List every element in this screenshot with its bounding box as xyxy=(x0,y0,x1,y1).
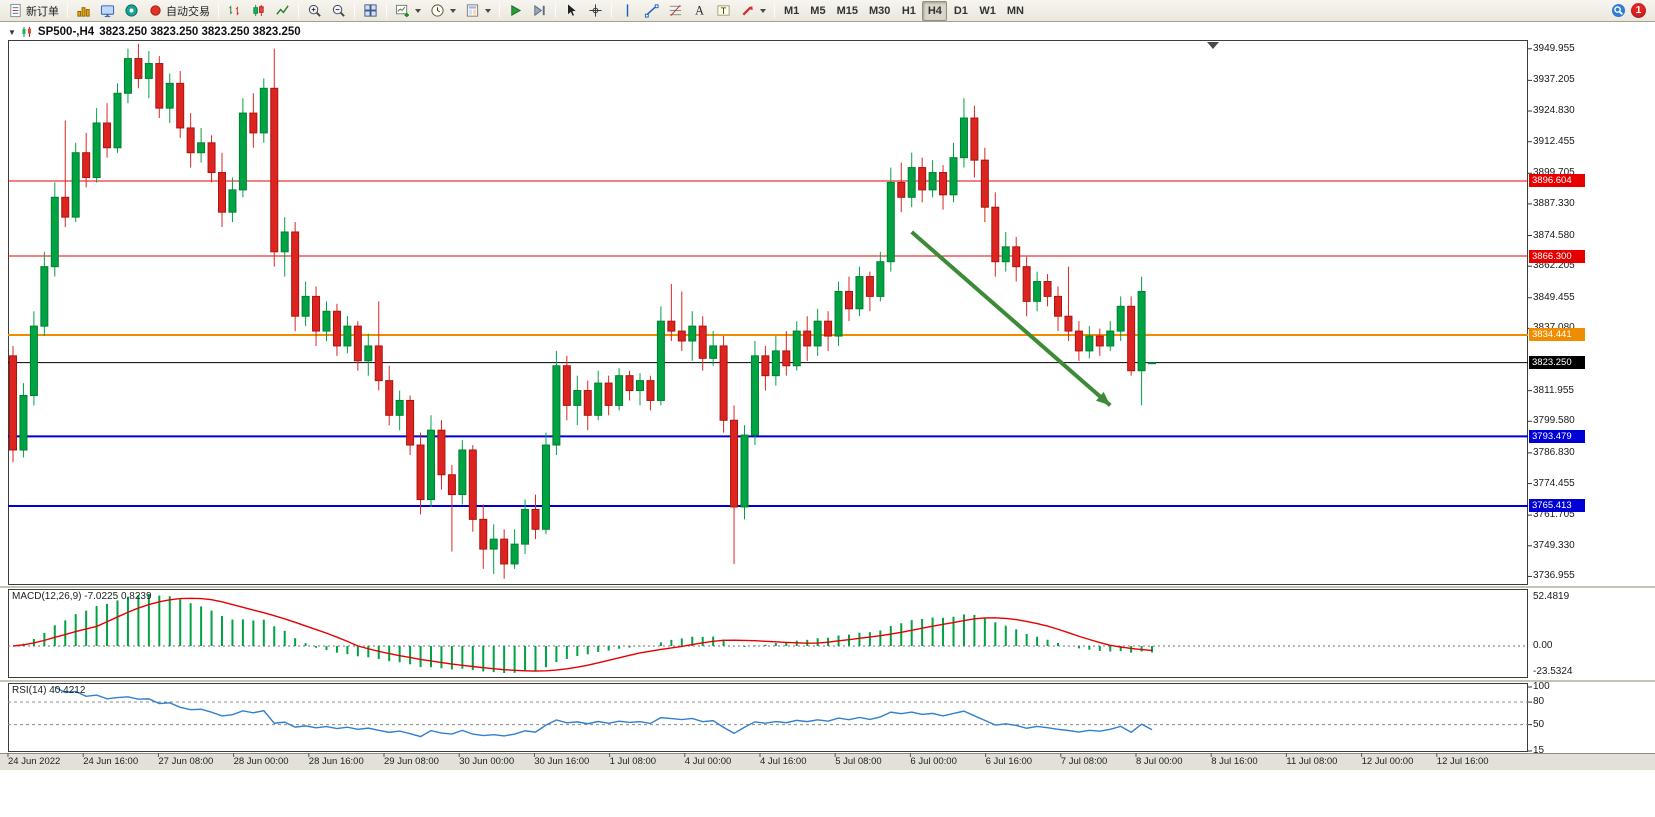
macd-panel[interactable] xyxy=(8,589,1528,678)
timeframe-d1-button[interactable]: D1 xyxy=(948,1,973,21)
text-tool-button[interactable]: A xyxy=(688,1,711,21)
community-search-icon[interactable] xyxy=(1611,3,1626,18)
main-toolbar: 新订单 自动交易 xyxy=(0,0,1655,22)
svg-text:T: T xyxy=(721,6,727,16)
zoom-out-icon xyxy=(332,4,345,17)
trendline-tool-button[interactable] xyxy=(640,1,663,21)
toolbar-right-group: 1 xyxy=(1611,3,1651,18)
svg-text:A: A xyxy=(695,4,704,18)
bar-chart-button[interactable] xyxy=(223,1,246,21)
chevron-down-icon xyxy=(415,8,421,13)
toolbar-separator xyxy=(354,3,355,18)
charts-grid-button[interactable] xyxy=(72,1,95,21)
data-window-button[interactable] xyxy=(120,1,143,21)
vertical-line-tool-button[interactable] xyxy=(616,1,639,21)
toolbar-separator xyxy=(218,3,219,18)
text-label-icon: A xyxy=(695,4,704,18)
text-box-icon: T xyxy=(717,5,730,16)
chart-period-button[interactable] xyxy=(426,1,460,21)
toolbar-separator xyxy=(555,3,556,18)
candlestick-chart-button[interactable] xyxy=(247,1,270,21)
zoom-out-button[interactable] xyxy=(327,1,350,21)
toolbar-separator xyxy=(774,3,775,18)
new-order-label: 新订单 xyxy=(26,5,59,18)
chart-shift-button[interactable] xyxy=(528,1,551,21)
timeframe-h1-button[interactable]: H1 xyxy=(896,1,921,21)
template-icon xyxy=(466,4,479,17)
new-chart-button[interactable] xyxy=(391,1,425,21)
tile-windows-icon xyxy=(364,4,377,17)
cursor-icon xyxy=(567,3,577,17)
timeframe-m1-button[interactable]: M1 xyxy=(779,1,804,21)
timeframe-m15-button[interactable]: M15 xyxy=(832,1,863,21)
data-window-icon xyxy=(125,4,138,17)
price-axis[interactable] xyxy=(1528,40,1655,753)
chevron-down-icon xyxy=(485,8,491,13)
new-order-button[interactable]: 新订单 xyxy=(4,1,63,21)
zoom-in-icon xyxy=(308,4,321,17)
bar-chart-icon xyxy=(229,5,239,16)
fibonacci-icon xyxy=(669,5,682,16)
timeframe-m30-button[interactable]: M30 xyxy=(864,1,895,21)
autotrading-button[interactable]: 自动交易 xyxy=(144,1,214,21)
line-chart-button[interactable] xyxy=(271,1,294,21)
chart-period-icon xyxy=(431,4,444,17)
cursor-tool-button[interactable] xyxy=(560,1,583,21)
chevron-down-icon xyxy=(450,8,456,13)
line-chart-icon xyxy=(276,5,289,15)
label-tool-button[interactable]: T xyxy=(712,1,735,21)
zoom-in-button[interactable] xyxy=(303,1,326,21)
time-axis[interactable] xyxy=(0,753,1655,770)
auto-scroll-button[interactable] xyxy=(504,1,527,21)
toolbar-separator xyxy=(298,3,299,18)
rsi-panel[interactable] xyxy=(8,683,1528,752)
autotrading-label: 自动交易 xyxy=(166,5,210,18)
fibonacci-tool-button[interactable] xyxy=(664,1,687,21)
toolbar-separator xyxy=(67,3,68,18)
market-watch-icon xyxy=(100,5,115,18)
timeframe-toolbar: M1 M5 M15 M30 H1 H4 D1 W1 MN xyxy=(779,0,1029,21)
timeframe-w1-button[interactable]: W1 xyxy=(974,1,1001,21)
main-chart-panel[interactable] xyxy=(8,40,1528,585)
trendline-icon xyxy=(644,4,659,18)
timeframe-mn-button[interactable]: MN xyxy=(1002,1,1029,21)
tile-windows-button[interactable] xyxy=(359,1,382,21)
candlestick-chart-icon xyxy=(253,4,264,17)
crosshair-icon xyxy=(589,4,602,17)
crosshair-tool-button[interactable] xyxy=(584,1,607,21)
auto-scroll-icon xyxy=(511,5,522,16)
vertical-line-icon xyxy=(626,4,629,17)
new-order-icon xyxy=(10,3,21,18)
template-button[interactable] xyxy=(461,1,495,21)
timeframe-m5-button[interactable]: M5 xyxy=(805,1,830,21)
chevron-down-icon xyxy=(760,8,766,13)
toolbar-separator xyxy=(386,3,387,18)
autotrading-icon xyxy=(150,5,161,16)
arrows-icon xyxy=(742,5,753,16)
toolbar-separator xyxy=(499,3,500,18)
timeframe-h4-button[interactable]: H4 xyxy=(922,0,948,21)
toolbar-separator xyxy=(611,3,612,18)
market-watch-button[interactable] xyxy=(96,1,119,21)
arrows-tool-button[interactable] xyxy=(736,1,770,21)
charts-grid-icon xyxy=(77,7,90,17)
chart-shift-icon xyxy=(534,4,545,17)
notification-badge[interactable]: 1 xyxy=(1631,3,1646,18)
new-chart-icon xyxy=(395,4,409,18)
